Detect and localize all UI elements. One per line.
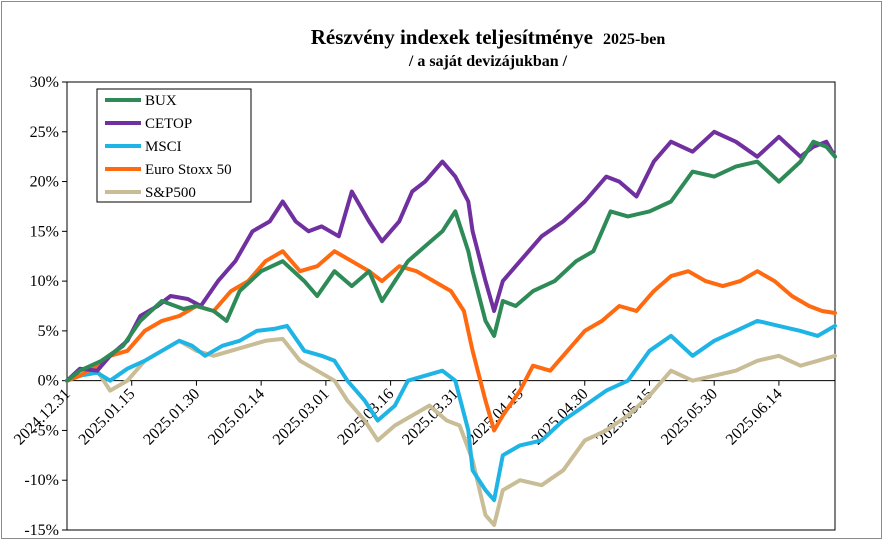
chart-title-main: Részvény indexek teljesítménye: [311, 25, 593, 49]
legend-label-euro-stoxx-50: Euro Stoxx 50: [145, 162, 232, 178]
x-axis: 2024.12.31 2025.01.15 2025.01.30 2025.02.14…: [11, 380, 835, 448]
legend-label-s-p500: S&P500: [145, 185, 196, 201]
x-tick-label: 2025.04.30: [529, 385, 592, 448]
series-line-s-p500: [65, 336, 837, 527]
legend: BUX CETOP MSCI Euro Stoxx 50 S&P500: [96, 88, 252, 203]
plot-area: [66, 81, 836, 531]
x-tick-label: 2025.05.30: [658, 385, 721, 448]
y-tick-label: -10%: [24, 472, 59, 489]
legend-label-bux: BUX: [145, 93, 177, 109]
y-tick-label: 25%: [30, 124, 59, 141]
x-tick-label: 2025.03.01: [270, 385, 333, 448]
series-line-msci: [65, 318, 837, 503]
chart-subtitle: / a saját devizájukban /: [408, 53, 568, 70]
y-tick-label: 15%: [30, 223, 59, 240]
series-group: [65, 129, 837, 527]
y-axis: 30% 25% 20% 15% 10% 5% 0% -5% -10% -15%: [24, 74, 67, 539]
legend-label-cetop: CETOP: [145, 116, 192, 132]
chart-title: Részvény indexek teljesítménye 2025-ben: [311, 25, 666, 49]
x-tick-label: 2025.02.14: [205, 385, 268, 448]
y-tick-label: 0%: [38, 373, 59, 390]
legend-label-msci: MSCI: [145, 139, 182, 155]
y-tick-label: 5%: [38, 323, 59, 340]
y-tick-label: -5%: [32, 422, 59, 439]
y-tick-label: 30%: [30, 74, 59, 91]
x-tick-label: 2025.06.14: [723, 385, 786, 448]
chart-title-suffix: 2025-ben: [603, 31, 665, 48]
y-tick-label: 20%: [30, 174, 59, 191]
y-tick-label: 10%: [30, 273, 59, 290]
x-tick-label: 2025.01.15: [76, 385, 139, 448]
series-line-cetop: [65, 129, 837, 383]
series-line-bux: [65, 139, 837, 383]
y-tick-label: -15%: [24, 522, 59, 539]
x-tick-label: 2025.01.30: [140, 385, 203, 448]
